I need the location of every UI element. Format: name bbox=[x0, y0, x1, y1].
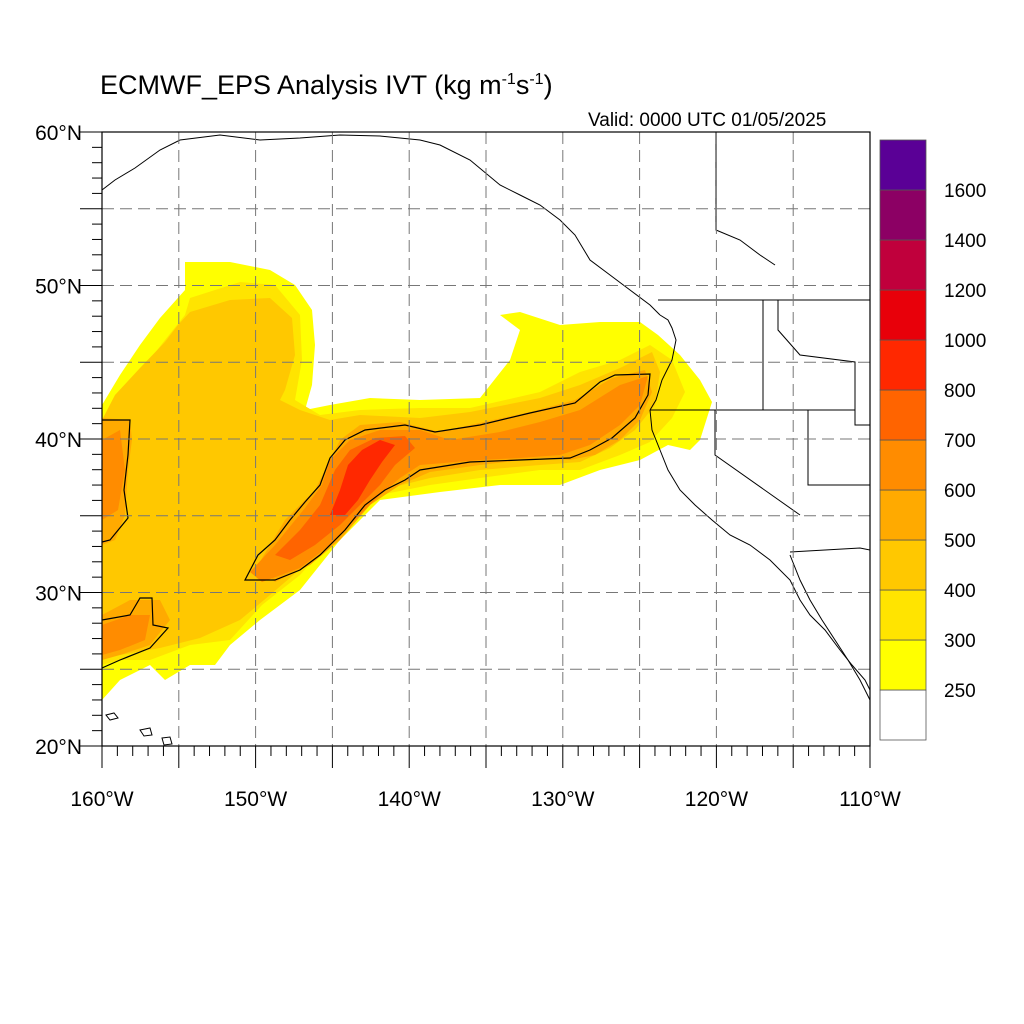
ivt-contour-500 bbox=[102, 419, 131, 543]
state-border-az bbox=[807, 410, 870, 486]
ivt-contour-500 bbox=[244, 373, 651, 581]
lon-tick-label: 120°W bbox=[685, 788, 748, 811]
colorbar-swatch bbox=[879, 389, 927, 441]
california-coast bbox=[649, 409, 870, 691]
colorbar-label: 250 bbox=[944, 681, 976, 702]
colorbar-label: 400 bbox=[944, 581, 976, 602]
colorbar-swatch bbox=[879, 489, 927, 541]
colorbar-label: 1400 bbox=[944, 231, 986, 252]
colorbar-swatch bbox=[879, 639, 927, 691]
ivt-contour-500 bbox=[102, 597, 170, 669]
lon-tick-label: 160°W bbox=[70, 788, 133, 811]
lat-tick-label: 40°N bbox=[35, 429, 82, 452]
colorbar-label: 1000 bbox=[944, 331, 986, 352]
colorbar-label: 700 bbox=[944, 431, 976, 452]
valid-time-label: Valid: 0000 UTC 01/05/2025 bbox=[588, 110, 827, 131]
colorbar-swatch bbox=[879, 539, 927, 591]
state-border-mt bbox=[777, 300, 870, 426]
coastlines bbox=[102, 132, 870, 746]
lat-lon-grid bbox=[102, 132, 870, 746]
lat-tick-label: 50°N bbox=[35, 276, 82, 299]
colorbar-swatch bbox=[879, 689, 927, 741]
ivt-area-600 bbox=[102, 376, 648, 655]
hawaii-islands bbox=[105, 712, 173, 746]
ivt-field bbox=[102, 132, 870, 746]
lon-tick-label: 130°W bbox=[531, 788, 594, 811]
mexico-border bbox=[789, 547, 870, 553]
lat-tick-label: 30°N bbox=[35, 583, 82, 606]
colorbar-label: 300 bbox=[944, 631, 976, 652]
alaska-coast bbox=[102, 134, 661, 316]
colorbar: 250 300 400 500 600 700 800 1000 1200 1400 1600 bbox=[879, 139, 986, 741]
colorbar-label: 1200 bbox=[944, 281, 986, 302]
state-border-nv bbox=[714, 410, 801, 516]
colorbar-swatch bbox=[879, 239, 927, 291]
axis-ticks: 160°W 150°W 140°W 130°W 120°W 110°W 20°N 30°N 40… bbox=[35, 122, 901, 811]
colorbar-swatch bbox=[879, 439, 927, 491]
canada-border-ak bbox=[715, 132, 776, 266]
colorbar-swatch bbox=[879, 339, 927, 391]
colorbar-label: 500 bbox=[944, 531, 976, 552]
colorbar-swatch bbox=[879, 289, 927, 341]
lon-tick-label: 140°W bbox=[378, 788, 441, 811]
lat-tick-label: 60°N bbox=[35, 122, 82, 145]
baja-coast bbox=[789, 554, 870, 701]
colorbar-swatch bbox=[879, 189, 927, 241]
colorbar-swatch bbox=[879, 139, 927, 191]
chart-title: ECMWF_EPS Analysis IVT (kg m-1s-1) bbox=[100, 70, 553, 100]
ivt-area-800 bbox=[330, 440, 395, 515]
lat-tick-label: 20°N bbox=[35, 736, 82, 759]
lon-tick-label: 110°W bbox=[839, 788, 901, 811]
colorbar-label: 1600 bbox=[944, 181, 986, 202]
bc-coast bbox=[649, 314, 677, 411]
lon-tick-label: 150°W bbox=[224, 788, 287, 811]
colorbar-swatch bbox=[879, 589, 927, 641]
colorbar-label: 600 bbox=[944, 481, 976, 502]
colorbar-label: 800 bbox=[944, 381, 976, 402]
